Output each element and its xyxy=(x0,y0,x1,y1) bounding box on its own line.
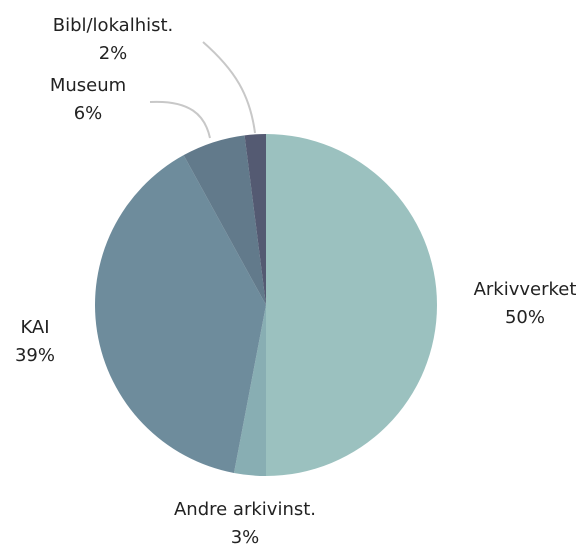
slice-value-label: 39% xyxy=(15,345,55,366)
slice-value-label: 6% xyxy=(74,103,103,124)
pie-slice xyxy=(233,305,266,476)
slice-label: Arkivverket xyxy=(474,279,577,300)
slice-value-label: 3% xyxy=(231,527,260,545)
leader-line xyxy=(202,41,256,134)
pie-slice xyxy=(266,134,437,476)
pie-slice xyxy=(183,135,266,305)
leader-line xyxy=(149,100,211,139)
slice-label: Museum xyxy=(50,75,126,96)
slice-value-label: 2% xyxy=(99,43,128,64)
slice-label: Bibl/lokalhist. xyxy=(53,15,174,36)
pie-slice xyxy=(244,134,266,305)
slice-value-label: 50% xyxy=(505,307,545,328)
pie-slice xyxy=(94,155,266,473)
slice-label: KAI xyxy=(20,317,49,338)
slice-label: Andre arkivinst. xyxy=(174,499,316,520)
